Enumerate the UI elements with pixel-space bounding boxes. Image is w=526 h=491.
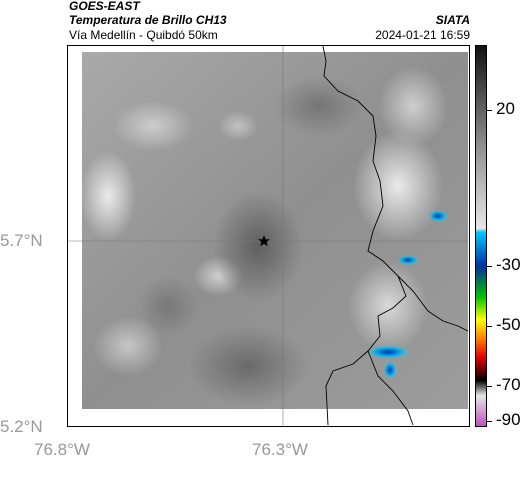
y-tick-label: 5.2°N (0, 417, 43, 436)
colorbar (475, 45, 487, 427)
colorbar-tick-label: -30 (496, 255, 521, 274)
colorbar-tick-label: 20 (496, 99, 515, 118)
satellite-map[interactable] (67, 45, 470, 427)
satellite-name: GOES-EAST (69, 0, 140, 13)
colorbar-tick (487, 326, 492, 327)
colorbar-tick-label: -70 (496, 375, 521, 394)
region-label: Vía Medellín - Quibdó 50km (69, 28, 218, 42)
colorbar-tick (487, 266, 492, 267)
map-image (68, 46, 468, 425)
colorbar-tick (487, 421, 492, 422)
x-tick-label: 76.8°W (34, 440, 90, 459)
colorbar-tick (487, 386, 492, 387)
agency-label: SIATA (435, 13, 470, 27)
colorbar-tick-label: -90 (496, 410, 521, 429)
datetime-label: 2024-01-21 16:59 (375, 28, 470, 42)
star-icon (258, 235, 270, 247)
y-tick-label: 5.7°N (0, 231, 43, 250)
colorbar-tick-label: -50 (496, 315, 521, 334)
product-title: Temperatura de Brillo CH13 (69, 13, 227, 27)
colorbar-tick (487, 110, 492, 111)
x-tick-label: 76.3°W (252, 440, 308, 459)
